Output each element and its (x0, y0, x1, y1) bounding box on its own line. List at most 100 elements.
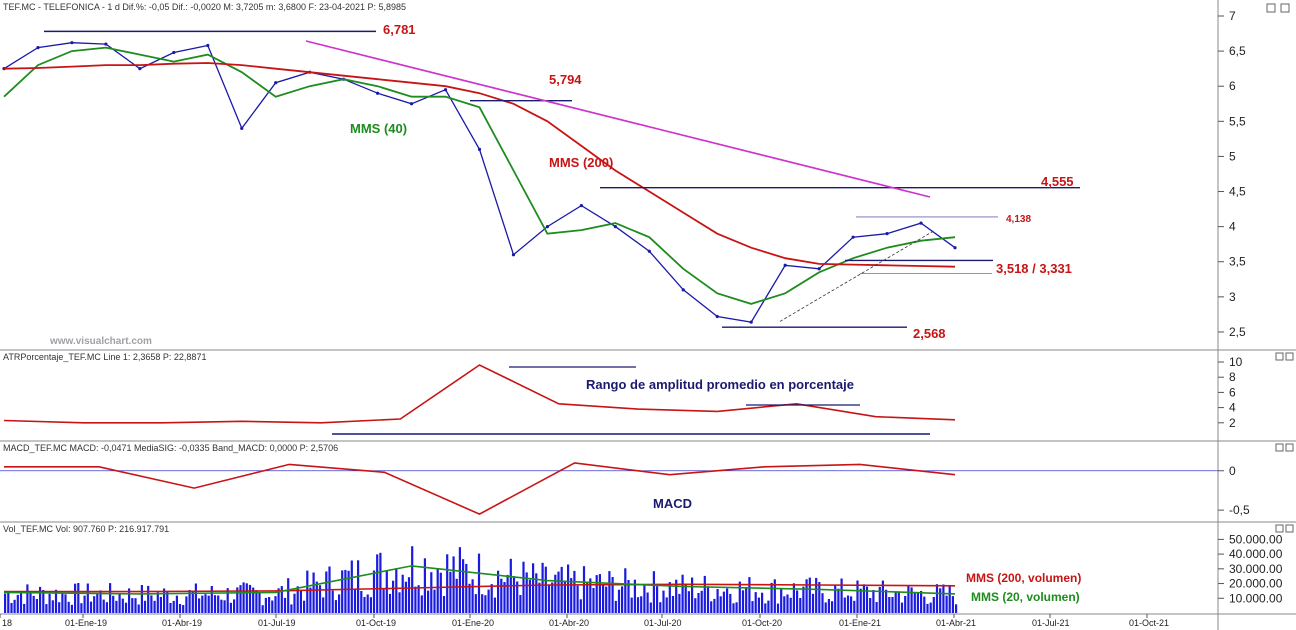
volume-bar (401, 574, 404, 613)
volume-bar (420, 595, 423, 613)
volume-bar (528, 579, 531, 613)
volume-bar (652, 571, 655, 613)
volume-bar (493, 597, 496, 613)
volume-bar (147, 585, 150, 613)
volume-bar (357, 560, 360, 613)
volume-bar (350, 560, 353, 613)
volume-bar (191, 590, 194, 613)
volume-bar (109, 583, 112, 613)
volume-bar (503, 582, 506, 613)
volume-tick-label: 20.000.00 (1229, 577, 1283, 591)
volume-bar (608, 571, 611, 613)
price-point (376, 91, 380, 95)
volume-bar (522, 561, 525, 613)
volume-bar (322, 597, 325, 613)
volume-bar (442, 596, 446, 613)
volume-bar (875, 602, 878, 613)
macd-panel-buttons[interactable] (1275, 443, 1294, 452)
volume-bar (831, 601, 834, 613)
volume-bar (99, 590, 102, 613)
volume-bar (617, 589, 621, 613)
volume-bar (213, 595, 217, 613)
volume-bar (560, 566, 563, 613)
volume-bar (573, 570, 576, 613)
x-tick-label: 01-Oct-20 (742, 618, 782, 628)
volume-bar (497, 570, 500, 613)
label-macd-title: MACD (653, 496, 692, 511)
volume-bar (802, 586, 805, 613)
volume-bar (23, 603, 26, 613)
atr-tick-label: 4 (1229, 401, 1236, 415)
watermark: www.visualchart.com (49, 336, 152, 347)
price-panel-buttons[interactable] (1266, 3, 1290, 13)
volume-bar (792, 583, 795, 613)
volume-bar (532, 563, 535, 613)
volume-bar (525, 572, 528, 613)
volume-bar (535, 573, 538, 613)
volume-bar (656, 586, 659, 613)
volume-bar (567, 564, 570, 613)
volume-bar (885, 589, 888, 613)
volume-bar (811, 593, 815, 613)
volume-bar (70, 604, 73, 613)
volume-bar (54, 589, 58, 613)
volume-bar (951, 596, 954, 613)
volume-panel-buttons[interactable] (1275, 524, 1294, 533)
volume-bar (850, 596, 853, 613)
volume-bar (551, 582, 554, 613)
volume-bar (846, 595, 850, 613)
price-panel-header: TEF.MC - TELEFONICA - 1 d Dif.%: -0,05 D… (3, 2, 406, 12)
volume-panel-header: Vol_TEF.MC Vol: 907.760 P: 216.917.791 (3, 524, 169, 534)
volume-bar (277, 588, 280, 613)
volume-bar (258, 592, 261, 613)
volume-bar (700, 590, 703, 613)
volume-bar (579, 599, 582, 613)
volume-bar (465, 563, 468, 613)
price-point (104, 42, 108, 46)
volume-bar (474, 594, 477, 613)
volume-tick-label: 10.000.00 (1229, 591, 1283, 605)
volume-bar (226, 588, 229, 613)
atr-panel-buttons[interactable] (1275, 352, 1294, 361)
volume-bar (112, 595, 115, 613)
price-point (172, 50, 176, 55)
price-point (36, 45, 40, 50)
volume-bar (697, 593, 700, 613)
volume-bar (557, 571, 560, 613)
label-mms40: MMS (40) (350, 121, 407, 136)
volume-bar (163, 588, 166, 613)
volume-bar (338, 594, 341, 613)
price-point (681, 288, 685, 292)
volume-bar (582, 566, 586, 613)
volume-bar (843, 597, 846, 613)
volume-bar (834, 584, 837, 613)
volume-bar (344, 570, 347, 613)
volume-bar (662, 590, 665, 613)
volume-bar (372, 570, 376, 613)
label-atr-title: Rango de amplitud promedio en porcentaje (586, 377, 854, 392)
volume-tick-label: 40.000.00 (1229, 547, 1283, 561)
volume-bar (134, 598, 137, 613)
atr-panel-header: ATRPorcentaje_TEF.MC Line 1: 2,3658 P: 2… (3, 352, 206, 362)
volume-bar (347, 570, 350, 613)
volume-bar (904, 596, 907, 613)
price-point (240, 126, 244, 130)
price-point (545, 225, 550, 229)
volume-bar (166, 591, 169, 613)
price-point (70, 41, 74, 45)
mms40-line (3, 46, 956, 305)
volume-bar (74, 583, 77, 613)
volume-bar (729, 593, 732, 613)
volume-bar (404, 581, 407, 613)
volume-bar (274, 596, 277, 613)
price-point (715, 314, 719, 319)
volume-bar (77, 583, 80, 613)
volume-bar (840, 578, 843, 613)
volume-bar (242, 582, 245, 613)
x-tick-label: 01-Ene-21 (839, 618, 881, 628)
volume-bar (360, 591, 363, 613)
volume-bar (433, 589, 436, 613)
volume-bar (586, 581, 589, 613)
price-point (953, 246, 957, 250)
